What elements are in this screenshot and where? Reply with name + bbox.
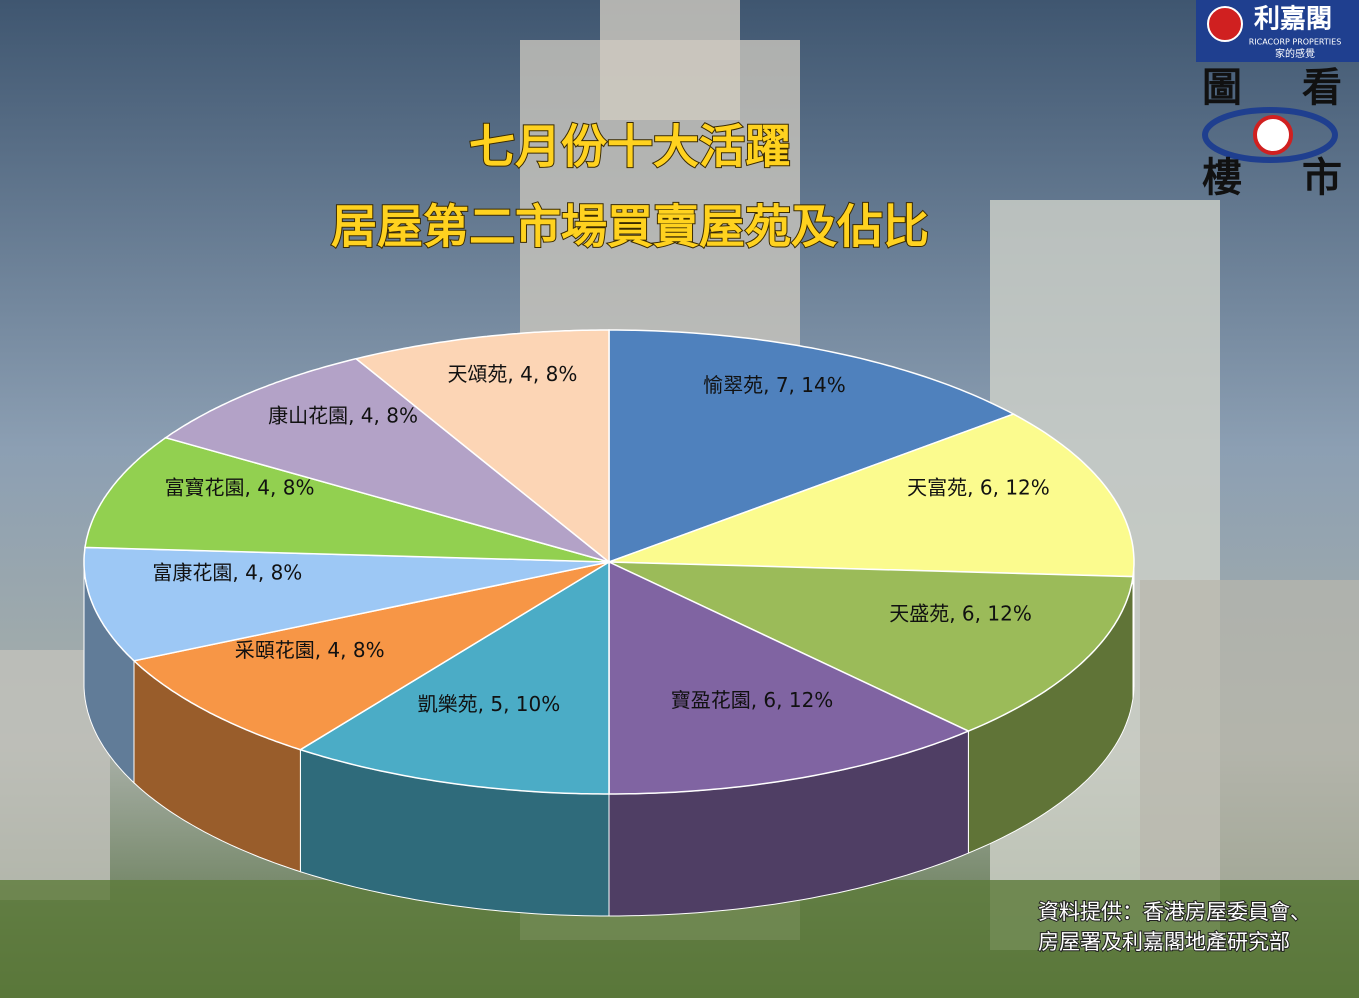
data-label: 采頤花園, 4, 8%	[235, 638, 385, 662]
chart-title: 居屋第二市場買賣屋苑及佔比	[331, 200, 929, 254]
logo-badge: 圖	[1202, 65, 1242, 111]
source: 房屋署及利嘉閣地產研究部	[1038, 930, 1290, 954]
data-label: 寶盈花園, 6, 12%	[671, 688, 834, 712]
data-label: 富康花園, 4, 8%	[152, 561, 302, 585]
building	[1140, 580, 1359, 880]
slice	[608, 413, 1135, 578]
logo-slogan: 家的感覺	[1275, 47, 1315, 60]
slice	[354, 329, 610, 564]
data-label: 凱樂苑, 5, 10%	[418, 692, 561, 716]
slice	[608, 561, 1134, 732]
data-label: 天盛苑, 6, 12%	[889, 602, 1032, 626]
slice	[608, 560, 971, 795]
logo: 利嘉閣 RICACORP PROPERTIES 家的感覺 圖 看 樓 市	[1196, 0, 1359, 201]
logo-icon	[1207, 6, 1243, 42]
slice	[132, 561, 610, 751]
pie: 愉翠苑, 7, 14% 天富苑, 6, 12% 天盛苑, 6, 12% 寶盈花園, 6…	[83, 329, 1135, 917]
logo-english: RICACORP PROPERTIES	[1249, 38, 1342, 47]
slice	[298, 560, 610, 795]
data-label: 康山花園, 4, 8%	[268, 403, 418, 427]
logo-badge: 看	[1302, 65, 1342, 111]
logo-eye	[1202, 107, 1338, 163]
data-label: 天富苑, 6, 12%	[907, 475, 1050, 499]
source: 資料提供：香港房屋委員會、	[1038, 900, 1311, 924]
logo-name: 利嘉閣	[1254, 5, 1332, 35]
slice	[608, 329, 1016, 564]
logo-badge: 樓	[1202, 155, 1242, 201]
building	[600, 0, 740, 120]
chart-title: 七月份十大活躍	[469, 120, 791, 174]
logo-badge: 市	[1302, 155, 1342, 201]
data-label: 富寶花園, 4, 8%	[165, 475, 315, 499]
slice	[163, 357, 610, 563]
data-label: 愉翠苑, 7, 14%	[703, 373, 846, 397]
logo-pupil	[1253, 115, 1293, 155]
slice	[84, 436, 610, 563]
slice	[83, 546, 610, 662]
data-label: 天頌苑, 4, 8%	[447, 362, 577, 386]
